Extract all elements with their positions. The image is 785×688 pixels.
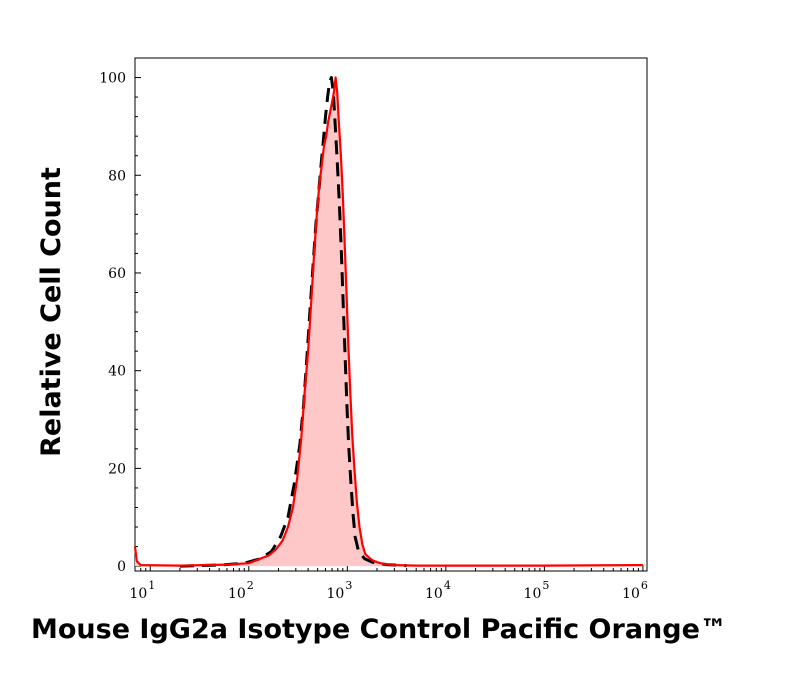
svg-text:1: 1 (148, 579, 155, 592)
x-tick-label: 102 (228, 579, 254, 602)
series-layer (133, 76, 643, 568)
svg-text:10: 10 (326, 586, 344, 602)
x-axis-title: Mouse IgG2a Isotype Control Pacific Oran… (31, 614, 727, 645)
y-tick-label: 100 (99, 71, 126, 87)
x-tick-label: 103 (326, 579, 352, 602)
x-tick-label: 106 (622, 579, 648, 602)
svg-text:10: 10 (425, 586, 443, 602)
svg-text:3: 3 (345, 579, 352, 592)
svg-text:6: 6 (641, 579, 648, 592)
svg-text:4: 4 (444, 579, 451, 592)
y-tick-label: 0 (117, 559, 126, 575)
svg-text:2: 2 (247, 579, 254, 592)
x-tick-label: 104 (425, 579, 451, 602)
y-axis-title: Relative Cell Count (36, 167, 67, 457)
series-line-dashed (179, 76, 407, 568)
y-tick-label: 40 (108, 364, 126, 380)
y-tick-label: 80 (108, 168, 126, 184)
series-area-fill (135, 77, 643, 567)
x-tick-label: 101 (129, 579, 155, 602)
y-minor-ticks (135, 96, 138, 548)
svg-text:10: 10 (129, 586, 147, 602)
x-tick-label: 105 (524, 579, 550, 602)
svg-text:5: 5 (542, 579, 549, 592)
svg-text:10: 10 (524, 586, 542, 602)
y-tick-label: 20 (108, 461, 126, 477)
y-axis-ticks: 0 20 40 60 80 100 (99, 71, 141, 575)
y-tick-label: 60 (108, 266, 126, 282)
svg-text:10: 10 (228, 586, 246, 602)
series-line-solid (133, 76, 643, 567)
plot-frame (134, 57, 648, 572)
x-minor-ticks (134, 568, 639, 571)
svg-text:10: 10 (622, 586, 640, 602)
